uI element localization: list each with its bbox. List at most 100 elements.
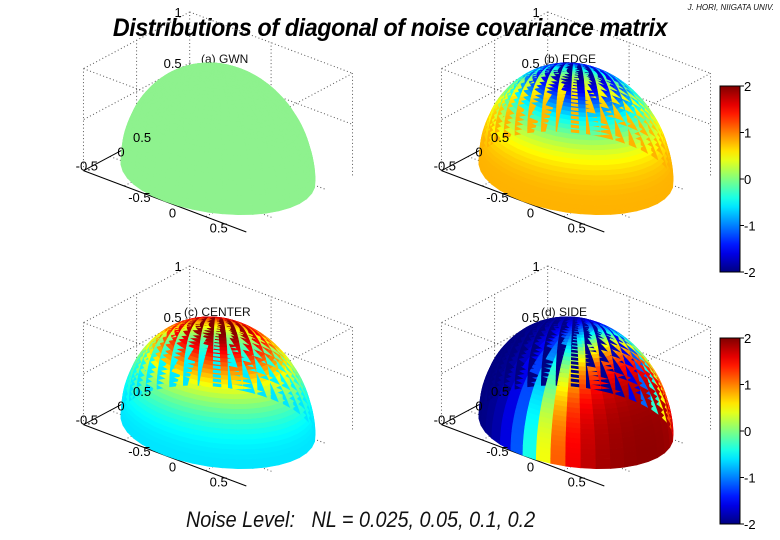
- ztick-label: 0.5: [522, 56, 540, 71]
- surface-patch: [629, 87, 638, 95]
- surface-patch: [271, 87, 280, 95]
- hemisphere-plot-2: 0.51-0.500.5-0.500.5: [434, 5, 712, 236]
- grid-line: [83, 316, 190, 375]
- surface-patch: [236, 438, 253, 445]
- surface-patch: [595, 199, 611, 206]
- surface-patch: [237, 204, 253, 211]
- hemisphere-plot-3: 0.51-0.500.5-0.500.5: [76, 259, 354, 490]
- surface-patch: [593, 413, 608, 420]
- ytick-label: -0.5: [434, 158, 456, 173]
- ztick-label: 0.5: [164, 310, 182, 325]
- ytick-label: -0.5: [76, 412, 98, 427]
- surface-patch: [237, 458, 253, 465]
- surface-patch: [592, 149, 606, 156]
- surface-patch: [594, 184, 611, 191]
- surface-patch: [593, 159, 608, 166]
- surface-patch: [595, 204, 611, 211]
- surface-patch: [591, 398, 605, 405]
- grid-line: [83, 62, 190, 121]
- xtick-label: 0: [169, 459, 176, 474]
- surface-patch: [234, 408, 249, 415]
- surface-patch: [594, 433, 610, 440]
- surface-patch: [579, 143, 593, 151]
- surface-patch: [237, 453, 253, 460]
- surface-patch: [235, 423, 251, 430]
- surface-patch: [579, 397, 593, 405]
- surface-patch: [234, 154, 249, 161]
- surface-patch: [237, 189, 253, 196]
- surface-patch: [595, 209, 612, 216]
- panel-title-center: (c) CENTER: [184, 305, 251, 319]
- surface-patch: [235, 418, 251, 425]
- xtick-label: 0.5: [210, 221, 228, 236]
- xtick-label: -0.5: [128, 190, 150, 205]
- xtick-label: 0.5: [568, 221, 586, 236]
- surface-patch: [594, 438, 611, 445]
- surface-patch: [594, 428, 610, 435]
- credit-text: J. HORI, NIIGATA UNIV.: [687, 3, 774, 12]
- surface-patch: [233, 139, 247, 146]
- ytick-label: 0: [117, 398, 124, 413]
- ytick-label: 0.5: [133, 130, 151, 145]
- panel-title-gwn: (a) GWN: [201, 52, 249, 66]
- surface-patch: [236, 428, 252, 435]
- surface-patch: [237, 194, 253, 201]
- surface-patch: [233, 144, 247, 151]
- surface-patch: [237, 448, 253, 455]
- surface-patch: [593, 169, 609, 176]
- surface-patch: [233, 393, 247, 400]
- panel-title-side: (d) SIDE: [541, 305, 588, 319]
- grid-line: [246, 326, 353, 385]
- surface-patch: [592, 403, 606, 410]
- surface-patch: [595, 458, 611, 465]
- surface-patch: [595, 453, 611, 460]
- surface-patch: [595, 443, 611, 450]
- ytick-label: -0.5: [76, 158, 98, 173]
- surface-patch: [237, 443, 253, 450]
- surface-patch: [237, 199, 253, 206]
- surface-patch: [591, 139, 605, 146]
- surface-patch: [235, 164, 251, 171]
- surface-patch: [235, 159, 250, 166]
- surface-patch: [595, 448, 611, 455]
- surface-patch: [234, 403, 248, 410]
- surface-patch: [591, 393, 605, 400]
- surface-patch: [592, 154, 607, 161]
- surface-patch: [221, 143, 235, 151]
- xtick-label: 0: [169, 205, 176, 220]
- ytick-label: 0.5: [491, 130, 509, 145]
- ztick-label: 0.5: [164, 56, 182, 71]
- ytick-label: 0: [475, 144, 482, 159]
- surface-patch: [594, 179, 610, 186]
- figure-title: Distributions of diagonal of noise covar…: [112, 14, 668, 42]
- surface-patch: [595, 463, 612, 470]
- surface-patch: [594, 174, 610, 181]
- surface-patch: [233, 398, 247, 405]
- xtick-label: 0.5: [210, 475, 228, 490]
- ytick-label: 0: [117, 144, 124, 159]
- surface-patch: [235, 169, 251, 176]
- xtick-label: -0.5: [128, 444, 150, 459]
- hemisphere-plot-1: 0.5 1 -0.5 0 0.5 -0.5 0 0.5: [76, 5, 354, 236]
- surface-patch: [236, 174, 252, 181]
- surface-patch: [236, 179, 252, 186]
- xtick-label: 0: [527, 205, 534, 220]
- grid-line: [246, 72, 353, 131]
- ztick-label: 1: [174, 5, 181, 20]
- surface-patch: [595, 194, 611, 201]
- surface-patch: [593, 164, 609, 171]
- surface-patch: [591, 144, 605, 151]
- surface-patch: [595, 189, 611, 196]
- surface-patch: [221, 397, 235, 405]
- grid-line: [441, 62, 548, 121]
- panel-title-edge: (b) EDGE: [544, 52, 597, 66]
- surface-patch: [236, 184, 253, 191]
- surface-patch: [237, 209, 254, 216]
- ztick-label: 1: [174, 259, 181, 274]
- surface-patch: [235, 413, 250, 420]
- surface-patch: [593, 423, 609, 430]
- surface-patch: [593, 418, 609, 425]
- hemisphere-plot-4: 0.51-0.500.5-0.500.5: [434, 259, 712, 490]
- ztick-label: 1: [532, 5, 539, 20]
